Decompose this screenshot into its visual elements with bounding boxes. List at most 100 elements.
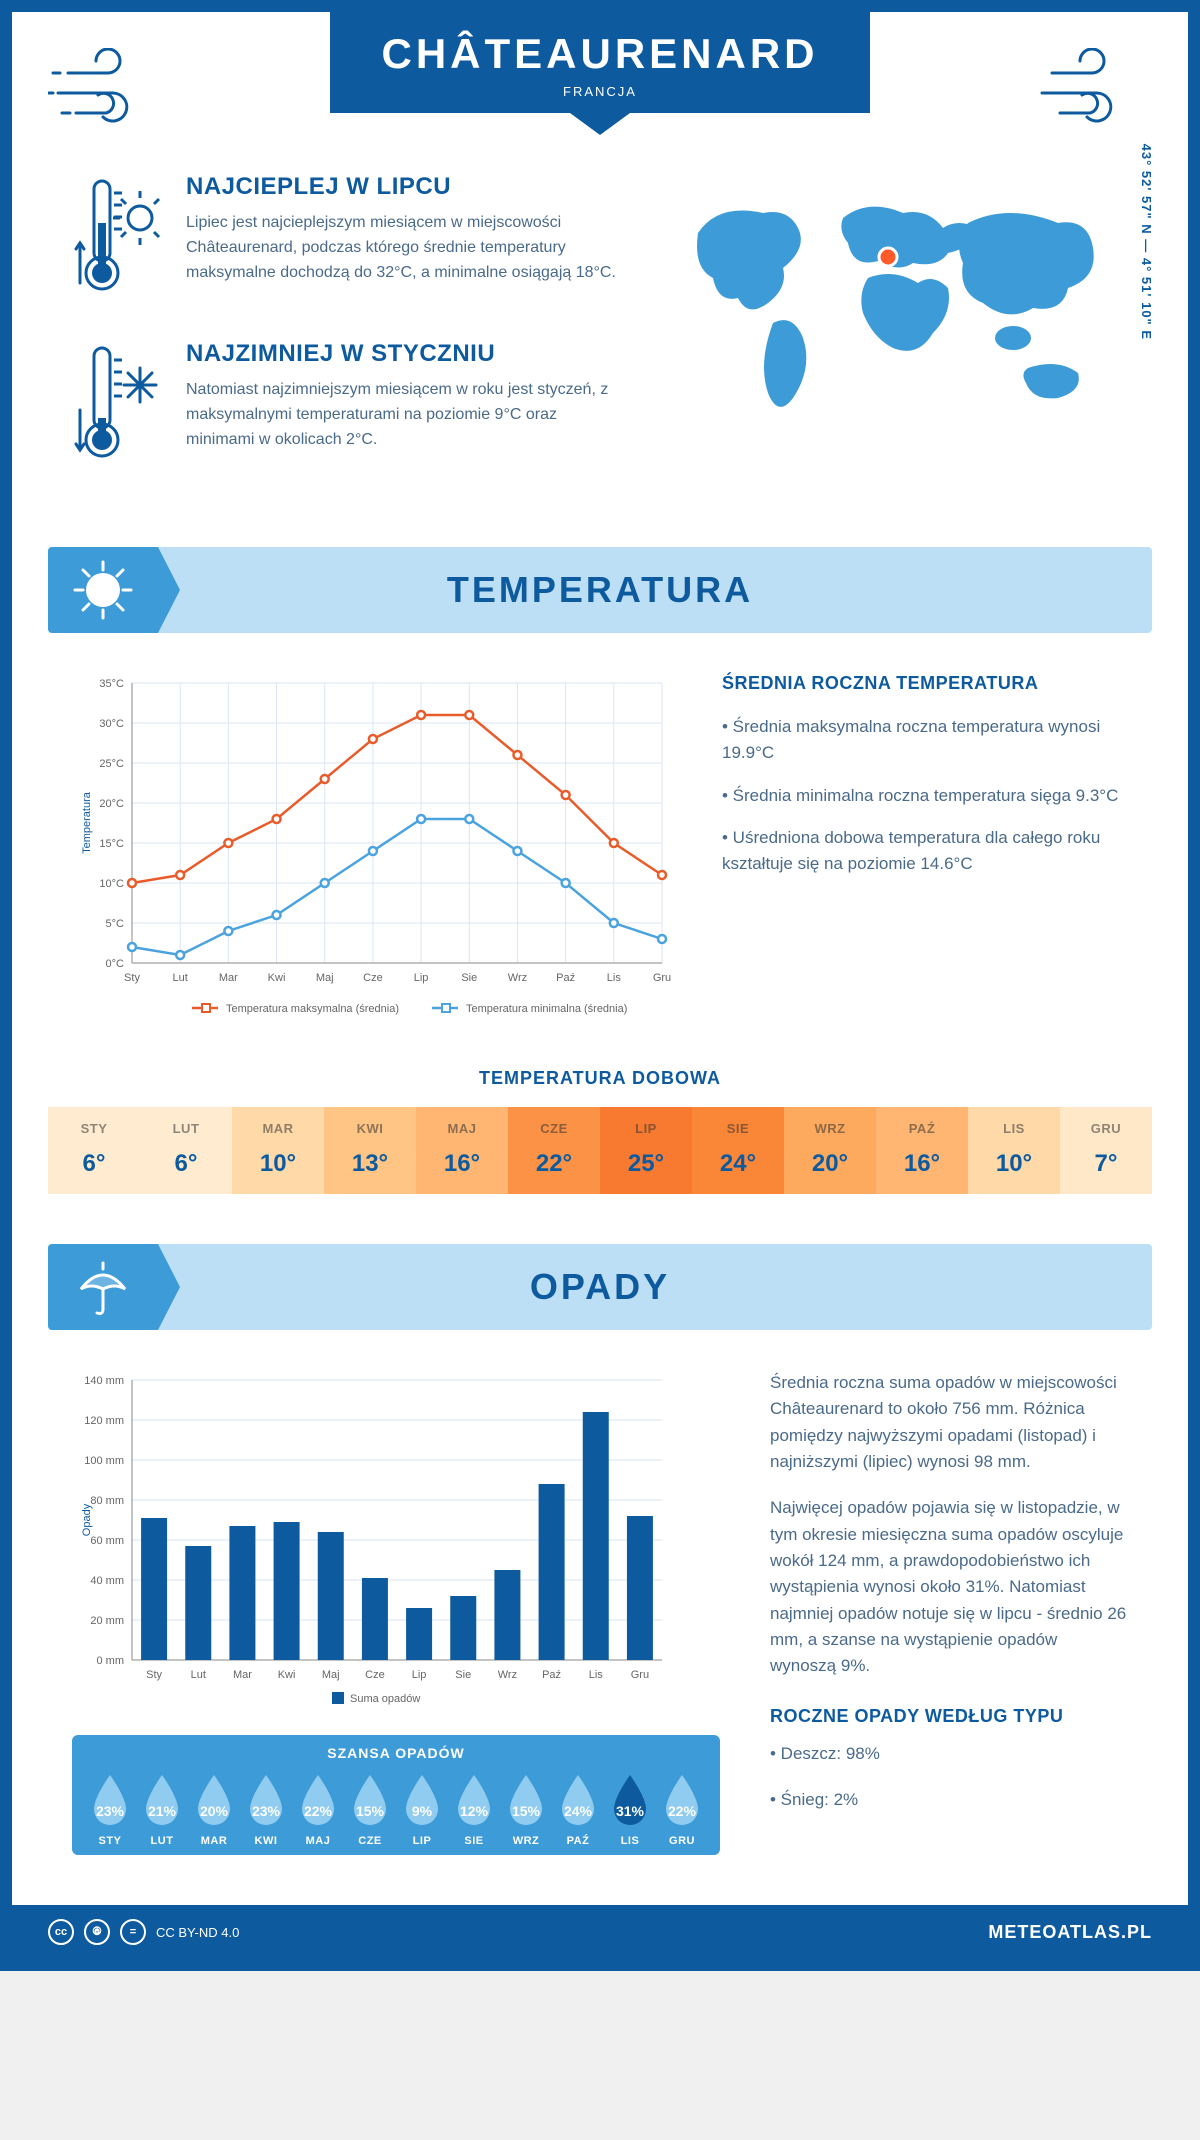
- svg-text:140 mm: 140 mm: [84, 1375, 124, 1387]
- precip-type-line: • Deszcz: 98%: [770, 1741, 1128, 1767]
- cc-icon: cc: [48, 1919, 74, 1945]
- svg-text:25°C: 25°C: [99, 758, 124, 770]
- svg-text:20 mm: 20 mm: [90, 1615, 124, 1627]
- svg-text:Mar: Mar: [233, 1669, 252, 1681]
- temp-info-line: • Średnia minimalna roczna temperatura s…: [722, 783, 1128, 809]
- precip-type-title: ROCZNE OPADY WEDŁUG TYPU: [770, 1706, 1128, 1727]
- svg-text:Gru: Gru: [653, 972, 671, 984]
- temp-info-line: • Średnia maksymalna roczna temperatura …: [722, 714, 1128, 767]
- heat-cell: MAJ16°: [416, 1107, 508, 1194]
- svg-text:Lis: Lis: [589, 1669, 604, 1681]
- precip-info-text: Średnia roczna suma opadów w miejscowośc…: [770, 1370, 1128, 1475]
- chance-drop: 31%LIS: [606, 1771, 654, 1847]
- svg-text:40 mm: 40 mm: [90, 1575, 124, 1587]
- header: CHÂTEAURENARD FRANCJA: [330, 12, 870, 113]
- svg-text:Paź: Paź: [556, 972, 575, 984]
- svg-text:0°C: 0°C: [106, 958, 125, 970]
- location-marker-icon: [879, 248, 897, 266]
- svg-text:60 mm: 60 mm: [90, 1535, 124, 1547]
- heat-cell: PAŹ16°: [876, 1107, 968, 1194]
- fact-warm: NAJCIEPLEJ W LIPCU Lipiec jest najcieple…: [72, 173, 628, 308]
- svg-text:Sty: Sty: [146, 1669, 162, 1681]
- svg-text:Kwi: Kwi: [268, 972, 286, 984]
- heat-cell: STY6°: [48, 1107, 140, 1194]
- svg-text:35°C: 35°C: [99, 678, 124, 690]
- svg-text:Maj: Maj: [322, 1669, 340, 1681]
- city-name: CHÂTEAURENARD: [330, 30, 870, 78]
- svg-text:Temperatura minimalna (średnia: Temperatura minimalna (średnia): [466, 1003, 627, 1015]
- svg-text:Sie: Sie: [455, 1669, 471, 1681]
- fact-warm-title: NAJCIEPLEJ W LIPCU: [186, 173, 628, 201]
- wind-icon: [48, 48, 168, 138]
- svg-text:Maj: Maj: [316, 972, 334, 984]
- chance-drop: 15%CZE: [346, 1771, 394, 1847]
- heat-cell: LIS10°: [968, 1107, 1060, 1194]
- section-temp-title: TEMPERATURA: [447, 569, 753, 611]
- country-name: FRANCJA: [330, 84, 870, 99]
- svg-text:Wrz: Wrz: [498, 1669, 517, 1681]
- chance-drop: 9%LIP: [398, 1771, 446, 1847]
- svg-text:Sie: Sie: [461, 972, 477, 984]
- heat-cell: KWI13°: [324, 1107, 416, 1194]
- precip-chance-box: SZANSA OPADÓW 23%STY21%LUT20%MAR23%KWI22…: [72, 1735, 720, 1855]
- precipitation-chart: 0 mm20 mm40 mm60 mm80 mm100 mm120 mm140 …: [72, 1370, 672, 1710]
- temp-info-line: • Uśredniona dobowa temperatura dla całe…: [722, 825, 1128, 878]
- fact-cold-text: Natomiast najzimniejszym miesiącem w rok…: [186, 378, 628, 452]
- svg-text:15°C: 15°C: [99, 838, 124, 850]
- svg-text:Lis: Lis: [607, 972, 622, 984]
- chance-drop: 12%SIE: [450, 1771, 498, 1847]
- svg-text:0 mm: 0 mm: [97, 1655, 125, 1667]
- chance-drop: 15%WRZ: [502, 1771, 550, 1847]
- site-name: METEOATLAS.PL: [988, 1922, 1152, 1943]
- svg-text:Gru: Gru: [631, 1669, 649, 1681]
- svg-text:10°C: 10°C: [99, 878, 124, 890]
- thermometer-hot-icon: [72, 173, 162, 303]
- svg-text:Temperatura maksymalna (średni: Temperatura maksymalna (średnia): [226, 1003, 399, 1015]
- heat-cell: LUT6°: [140, 1107, 232, 1194]
- chance-drop: 23%KWI: [242, 1771, 290, 1847]
- precip-type-line: • Śnieg: 2%: [770, 1787, 1128, 1813]
- svg-text:Temperatura: Temperatura: [81, 791, 93, 854]
- svg-text:100 mm: 100 mm: [84, 1455, 124, 1467]
- svg-text:Kwi: Kwi: [278, 1669, 296, 1681]
- svg-text:Lip: Lip: [412, 1669, 427, 1681]
- svg-text:Suma opadów: Suma opadów: [350, 1693, 420, 1705]
- precip-info-text: Najwięcej opadów pojawia się w listopadz…: [770, 1495, 1128, 1679]
- svg-text:5°C: 5°C: [106, 918, 125, 930]
- umbrella-icon: [71, 1255, 135, 1319]
- svg-text:Lut: Lut: [173, 972, 188, 984]
- heat-cell: WRZ20°: [784, 1107, 876, 1194]
- svg-text:80 mm: 80 mm: [90, 1495, 124, 1507]
- chance-drop: 24%PAŹ: [554, 1771, 602, 1847]
- world-map-icon: [668, 173, 1108, 433]
- svg-text:Cze: Cze: [363, 972, 383, 984]
- temp-info-title: ŚREDNIA ROCZNA TEMPERATURA: [722, 673, 1128, 694]
- license-text: CC BY-ND 4.0: [156, 1925, 239, 1940]
- chance-drop: 22%MAJ: [294, 1771, 342, 1847]
- heat-cell: SIE24°: [692, 1107, 784, 1194]
- day-temp-table: STY6°LUT6°MAR10°KWI13°MAJ16°CZE22°LIP25°…: [48, 1107, 1152, 1194]
- section-precip: OPADY: [48, 1244, 1152, 1330]
- svg-text:Sty: Sty: [124, 972, 140, 984]
- coordinates: 43° 52' 57" N — 4° 51' 10" E: [1139, 144, 1154, 340]
- svg-text:Opady: Opady: [81, 1503, 93, 1536]
- temperature-chart: 0°C5°C10°C15°C20°C25°C30°C35°CStyLutMarK…: [72, 673, 672, 1033]
- chance-drop: 20%MAR: [190, 1771, 238, 1847]
- section-temperature: TEMPERATURA: [48, 547, 1152, 633]
- cc-by-icon: 🞋: [84, 1919, 110, 1945]
- heat-cell: MAR10°: [232, 1107, 324, 1194]
- fact-cold: NAJZIMNIEJ W STYCZNIU Natomiast najzimni…: [72, 340, 628, 475]
- fact-cold-title: NAJZIMNIEJ W STYCZNIU: [186, 340, 628, 368]
- svg-text:30°C: 30°C: [99, 718, 124, 730]
- wind-icon: [1032, 48, 1152, 138]
- thermometer-cold-icon: [72, 340, 162, 470]
- svg-text:Paź: Paź: [542, 1669, 561, 1681]
- fact-warm-text: Lipiec jest najcieplejszym miesiącem w m…: [186, 211, 628, 285]
- section-precip-title: OPADY: [530, 1266, 670, 1308]
- sun-icon: [71, 558, 135, 622]
- chance-drop: 22%GRU: [658, 1771, 706, 1847]
- svg-text:Cze: Cze: [365, 1669, 385, 1681]
- chance-drop: 23%STY: [86, 1771, 134, 1847]
- day-temp-title: TEMPERATURA DOBOWA: [12, 1068, 1188, 1089]
- heat-cell: GRU7°: [1060, 1107, 1152, 1194]
